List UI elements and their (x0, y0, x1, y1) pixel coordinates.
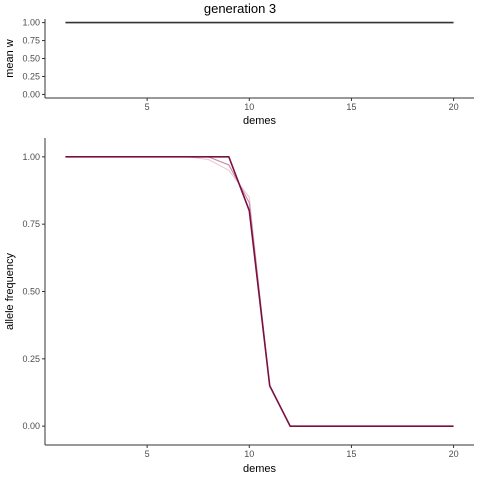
y-tick-label: 0.00 (22, 89, 40, 99)
y-axis-title: allele frequency (4, 252, 16, 330)
y-tick-label: 0.75 (22, 36, 40, 46)
x-tick-label: 20 (449, 449, 459, 459)
x-tick-label: 20 (449, 102, 459, 112)
x-tick-label: 5 (145, 449, 150, 459)
series-line-3 (65, 156, 454, 427)
y-tick-label: 0.25 (22, 354, 40, 364)
x-tick-label: 15 (346, 102, 356, 112)
y-tick-label: 1.00 (22, 18, 40, 28)
y-tick-label: 0.00 (22, 421, 40, 431)
x-tick-label: 15 (346, 449, 356, 459)
x-tick-label: 10 (244, 449, 254, 459)
x-axis-title: demes (243, 463, 277, 475)
y-tick-label: 0.75 (22, 219, 40, 229)
y-axis-title: mean w (4, 39, 16, 78)
y-tick-label: 0.25 (22, 71, 40, 81)
x-tick-label: 5 (145, 102, 150, 112)
y-tick-label: 1.00 (22, 152, 40, 162)
x-tick-label: 10 (244, 102, 254, 112)
y-tick-label: 0.50 (22, 287, 40, 297)
y-tick-label: 0.50 (22, 54, 40, 64)
mean-w-panel: 0.00 0.25 0.50 0.75 1.00 5 10 15 20 demes mean w ge… (4, 1, 474, 127)
chart-title: generation 3 (204, 1, 276, 16)
x-axis-title: demes (243, 115, 277, 127)
allele-frequency-panel: 0.00 0.25 0.50 0.75 1.00 5 10 15 20 demes allele f… (4, 138, 474, 475)
